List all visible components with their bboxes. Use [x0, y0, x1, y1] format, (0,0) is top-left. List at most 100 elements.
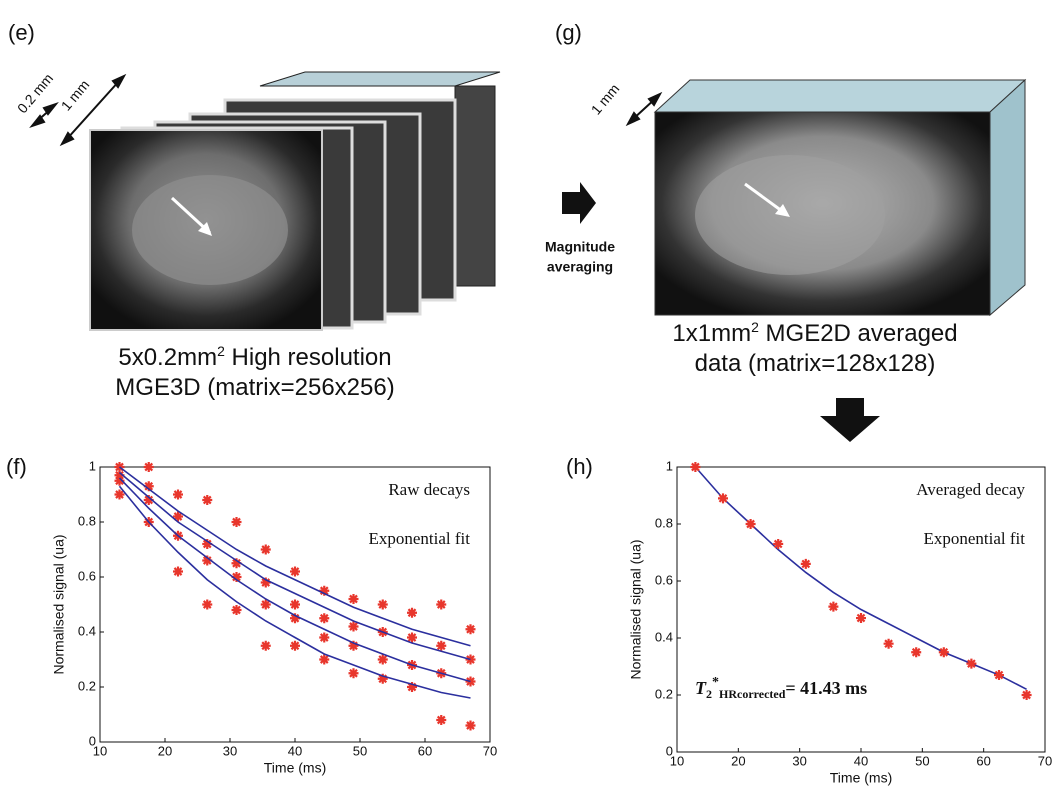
legend-entry: Exponential fit	[368, 529, 470, 548]
dimension-label: 1 mm	[58, 77, 93, 114]
data-point	[828, 601, 839, 612]
panel-label: (e)	[8, 20, 35, 45]
data-point	[319, 632, 330, 643]
x-tick-label: 20	[731, 753, 745, 768]
caption-sup: 2	[217, 343, 225, 359]
x-tick-label: 10	[93, 743, 107, 758]
data-point	[465, 624, 476, 635]
y-tick-label: 0.2	[655, 686, 673, 701]
y-tick-label: 0.2	[78, 678, 96, 693]
data-point	[377, 599, 388, 610]
data-point	[290, 613, 300, 624]
data-point	[202, 555, 213, 566]
caption-text: High resolution	[231, 344, 392, 371]
data-point	[202, 599, 213, 610]
data-point	[231, 572, 242, 582]
annotation-sub: 2	[706, 687, 712, 701]
data-point	[173, 489, 183, 500]
annotation-sup: *	[712, 675, 719, 690]
data-point	[348, 594, 359, 604]
x-tick-label: 50	[915, 753, 929, 768]
x-tick-label: 20	[158, 743, 172, 758]
data-point	[377, 654, 388, 665]
x-axis-label: Time (ms)	[830, 770, 892, 786]
y-tick-label: 0.4	[78, 623, 96, 638]
data-point	[173, 566, 183, 577]
data-point	[260, 544, 271, 555]
data-point	[143, 462, 154, 472]
y-tick-label: 0	[666, 743, 673, 758]
x-tick-label: 60	[418, 743, 432, 758]
arrow-label: averaging	[547, 259, 613, 275]
y-tick-label: 0.6	[655, 572, 673, 587]
data-point	[436, 640, 447, 651]
y-tick-label: 0.6	[78, 568, 96, 583]
panel-label: (g)	[555, 20, 582, 45]
caption-line: 5x0.2mm2 High resolution	[60, 336, 450, 373]
data-point	[114, 489, 125, 500]
annotation-text: = 41.43 ms	[785, 678, 867, 698]
x-axis-label: Time (ms)	[264, 760, 326, 776]
data-point	[883, 638, 894, 649]
data-point	[348, 668, 359, 679]
y-tick-label: 0.4	[655, 629, 673, 644]
data-point	[773, 538, 784, 549]
data-point	[143, 481, 154, 492]
annotation-symbol: T	[695, 678, 707, 698]
right-arrow	[562, 182, 596, 224]
x-tick-label: 40	[288, 743, 302, 758]
data-point	[377, 673, 388, 684]
panel-label: (h)	[566, 454, 593, 479]
caption-text: 1x1mm	[672, 320, 752, 347]
data-point	[231, 558, 242, 569]
data-point	[260, 599, 271, 610]
caption-text: 5x0.2mm	[118, 344, 218, 371]
annotation: T2*HRcorrected= 41.43 ms	[695, 675, 867, 701]
x-tick-label: 40	[854, 753, 868, 768]
data-point	[319, 613, 330, 624]
dimension-arrows	[29, 73, 127, 147]
fit-line	[119, 466, 471, 647]
caption-line: MGE3D (matrix=256x256)	[115, 374, 395, 401]
data-point	[348, 640, 359, 651]
data-point	[436, 715, 447, 725]
x-tick-label: 70	[1038, 753, 1052, 768]
y-tick-label: 0	[89, 733, 96, 748]
y-tick-label: 1	[666, 458, 673, 473]
data-point	[436, 599, 447, 610]
caption: 5x0.2mm2 High resolution MGE3D (matrix=2…	[60, 336, 450, 403]
caption: 1x1mm2 MGE2D averaged data (matrix=128x1…	[620, 312, 1010, 379]
data-point	[260, 577, 271, 588]
data-point	[966, 658, 977, 669]
data-point	[938, 647, 949, 658]
x-tick-label: 30	[792, 753, 806, 768]
y-tick-label: 0.8	[655, 515, 673, 530]
data-point	[994, 670, 1004, 681]
fit-line	[118, 471, 471, 661]
data-point	[290, 566, 300, 577]
data-point	[290, 599, 300, 610]
x-tick-label: 50	[353, 743, 367, 758]
data-point	[407, 682, 417, 692]
annotation-sub: HRcorrected	[719, 687, 786, 701]
data-point	[800, 558, 811, 569]
data-point	[718, 493, 728, 504]
x-tick-label: 10	[670, 753, 684, 768]
data-point	[745, 519, 756, 529]
caption-line: data (matrix=128x128)	[694, 350, 936, 377]
x-tick-label: 70	[483, 743, 497, 758]
data-point	[231, 517, 242, 527]
down-arrow	[820, 398, 880, 442]
y-tick-label: 1	[89, 458, 96, 473]
caption-text: MGE2D averaged	[765, 320, 958, 347]
dimension-label: 1 mm	[588, 81, 623, 118]
y-tick-label: 0.8	[78, 513, 96, 528]
data-point	[202, 539, 213, 549]
data-point	[202, 495, 213, 505]
y-axis-label: Normalised signal (ua)	[51, 534, 67, 674]
x-tick-label: 30	[223, 743, 237, 758]
caption-line: 1x1mm2 MGE2D averaged	[620, 312, 1010, 349]
data-point	[319, 585, 330, 596]
data-point	[465, 720, 476, 731]
